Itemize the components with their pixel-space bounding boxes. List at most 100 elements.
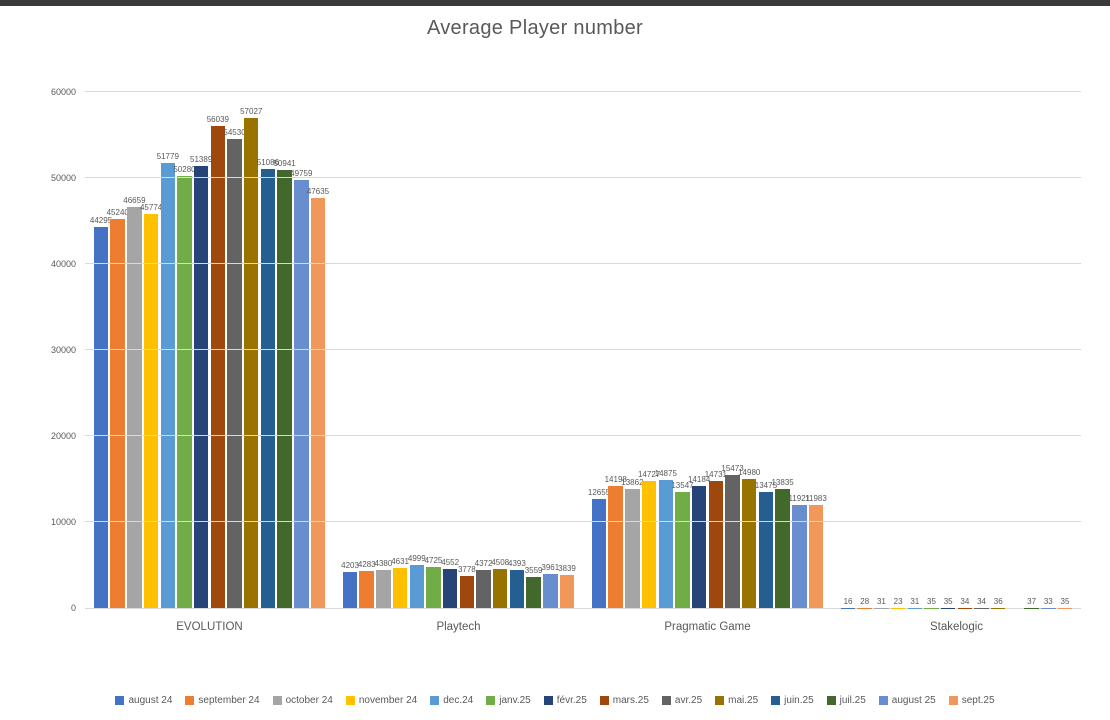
bar-janv-25: 4725 (425, 556, 442, 608)
bar-juil-25: 13835 (771, 478, 794, 608)
legend-item-juil-25: juil.25 (826, 695, 866, 706)
legend-label: mars.25 (612, 695, 649, 706)
legend-label: avr.25 (674, 695, 703, 706)
bar-value-label: 34 (960, 596, 970, 606)
bar-value-label: 57027 (240, 106, 263, 116)
bar-value-label: 31 (876, 596, 886, 606)
legend-label: juil.25 (839, 695, 866, 706)
bar-value-label: 14875 (654, 469, 677, 479)
bar-value-label: 4508 (491, 558, 510, 568)
bar-value-label: 12655 (587, 488, 611, 498)
bar-november-24: 4631 (391, 557, 409, 608)
bar-juil-25: 3559 (525, 566, 542, 608)
plot-area: 44295 45240 46659 45774 51779 50280 51389 56039… (85, 91, 1081, 609)
bar-value-label: 3961 (541, 562, 560, 572)
legend-swatch (430, 696, 440, 705)
bar-value-label: 14980 (738, 468, 761, 478)
category-label-stakelogic: Stakelogic (929, 621, 984, 633)
bar-value-label: 3839 (558, 564, 576, 573)
bar-value-label: 13835 (771, 478, 794, 488)
legend-swatch (826, 696, 836, 705)
gridline (85, 435, 1081, 436)
bar-august-25: 11921 (788, 494, 810, 608)
legend-swatch (878, 696, 888, 705)
legend-swatch (771, 696, 781, 705)
bar-value-label: 11983 (805, 493, 827, 503)
bar-october-24: 46659 (123, 196, 146, 608)
bar-value-label: 46659 (123, 195, 146, 205)
bar-value-label: 45240 (106, 207, 129, 217)
bar-value-label: 14198 (604, 474, 627, 484)
bar-mars-25: 3778 (458, 565, 476, 608)
legend-label: juin.25 (784, 695, 814, 706)
bar-august-25: 3961 (541, 563, 559, 608)
legend-item-august-25: august 25 (878, 695, 936, 706)
bar-dec-24: 14875 (655, 469, 677, 608)
bar-avr-25: 4372 (475, 559, 492, 608)
y-axis: 0 10000 20000 30000 40000 50000 60000 (0, 87, 76, 613)
legend-item-dec-24: dec.24 (430, 695, 473, 706)
legend-swatch (486, 696, 496, 705)
bar-november-24: 14727 (638, 470, 660, 608)
legend-swatch (345, 696, 355, 705)
legend-item-sept-25: sept.25 (948, 695, 995, 706)
legend-item-avr-25: avr.25 (661, 695, 703, 706)
y-axis-tick-label: 60000 (50, 87, 76, 97)
legend-label: mai.25 (728, 695, 759, 706)
legend-label: janv.25 (499, 695, 531, 706)
legend-item-september-24: september 24 (185, 695, 260, 706)
bar-value-label: 11921 (788, 494, 811, 504)
gridline (85, 91, 1081, 92)
legend-label: févr.25 (556, 695, 587, 706)
bar-october-24: 13862 (621, 478, 644, 608)
bar-avr-25: 54530 (223, 128, 246, 608)
legend-swatch (115, 696, 125, 705)
y-axis-tick-label: 0 (70, 603, 76, 613)
bar-october-24: 4380 (375, 559, 392, 608)
bar-value-label: 28 (860, 596, 870, 606)
legend-swatch (715, 696, 725, 705)
bar-dec-24: 4999 (408, 554, 426, 608)
bar-august-24: 4203 (341, 561, 359, 608)
bar-november-24: 45774 (140, 203, 162, 608)
legend-swatch (185, 696, 195, 705)
window-top-edge (0, 0, 1110, 6)
bar-juin-25: 51086 (257, 158, 279, 608)
bar-janv-25: 50280 (173, 165, 196, 608)
legend-swatch (543, 696, 553, 705)
bar-value-label: 35 (1060, 596, 1070, 606)
bar-mars-25: 56039 (207, 115, 229, 608)
bar-value-label: 15473 (721, 463, 744, 473)
bar-sept-25: 47635 (307, 187, 329, 608)
bar-mai-25: 14980 (738, 468, 760, 608)
bar-value-label: 4393 (508, 559, 526, 569)
bar-value-label: 44295 (89, 216, 113, 226)
bar-value-label: 13475 (754, 481, 778, 491)
bar-september-24: 14198 (605, 475, 627, 608)
y-axis-tick-label: 20000 (50, 431, 76, 441)
gridline (85, 349, 1081, 350)
bar-value-label: 4283 (357, 560, 376, 570)
gridline (85, 177, 1081, 178)
legend-item-november-24: november 24 (345, 695, 417, 706)
bar-juin-25: 4393 (508, 559, 526, 608)
bar-september-24: 45240 (107, 208, 129, 608)
bar-mai-25: 57027 (240, 107, 262, 608)
bar-group-stakelogic: 16 28 31 23 31 35 35 34 34 36 37 33 35 (832, 92, 1081, 608)
legend-label: august 24 (128, 695, 173, 706)
bar-group-playtech: 4203 4283 4380 4631 4999 4725 4552 3778 4372 4508… (334, 92, 583, 608)
legend-item-august-24: august 24 (115, 695, 172, 706)
bar-groups: 44295 45240 46659 45774 51779 50280 51389 56039… (85, 92, 1081, 608)
bar-value-label: 23 (893, 596, 903, 606)
bar-value-label: 14731 (704, 470, 727, 480)
bar-value-label: 13547 (671, 480, 694, 490)
bar-value-label: 35 (927, 596, 936, 606)
bar-fevr-25: 4552 (441, 558, 459, 608)
category-label-playtech: Playtech (436, 621, 481, 633)
bar-janv-25: 13547 (671, 481, 694, 608)
bar-september-24: 4283 (358, 560, 376, 608)
bar-value-label: 4552 (441, 557, 460, 567)
bar-mai-25: 4508 (491, 558, 509, 608)
bar-value-label: 47635 (306, 187, 330, 197)
